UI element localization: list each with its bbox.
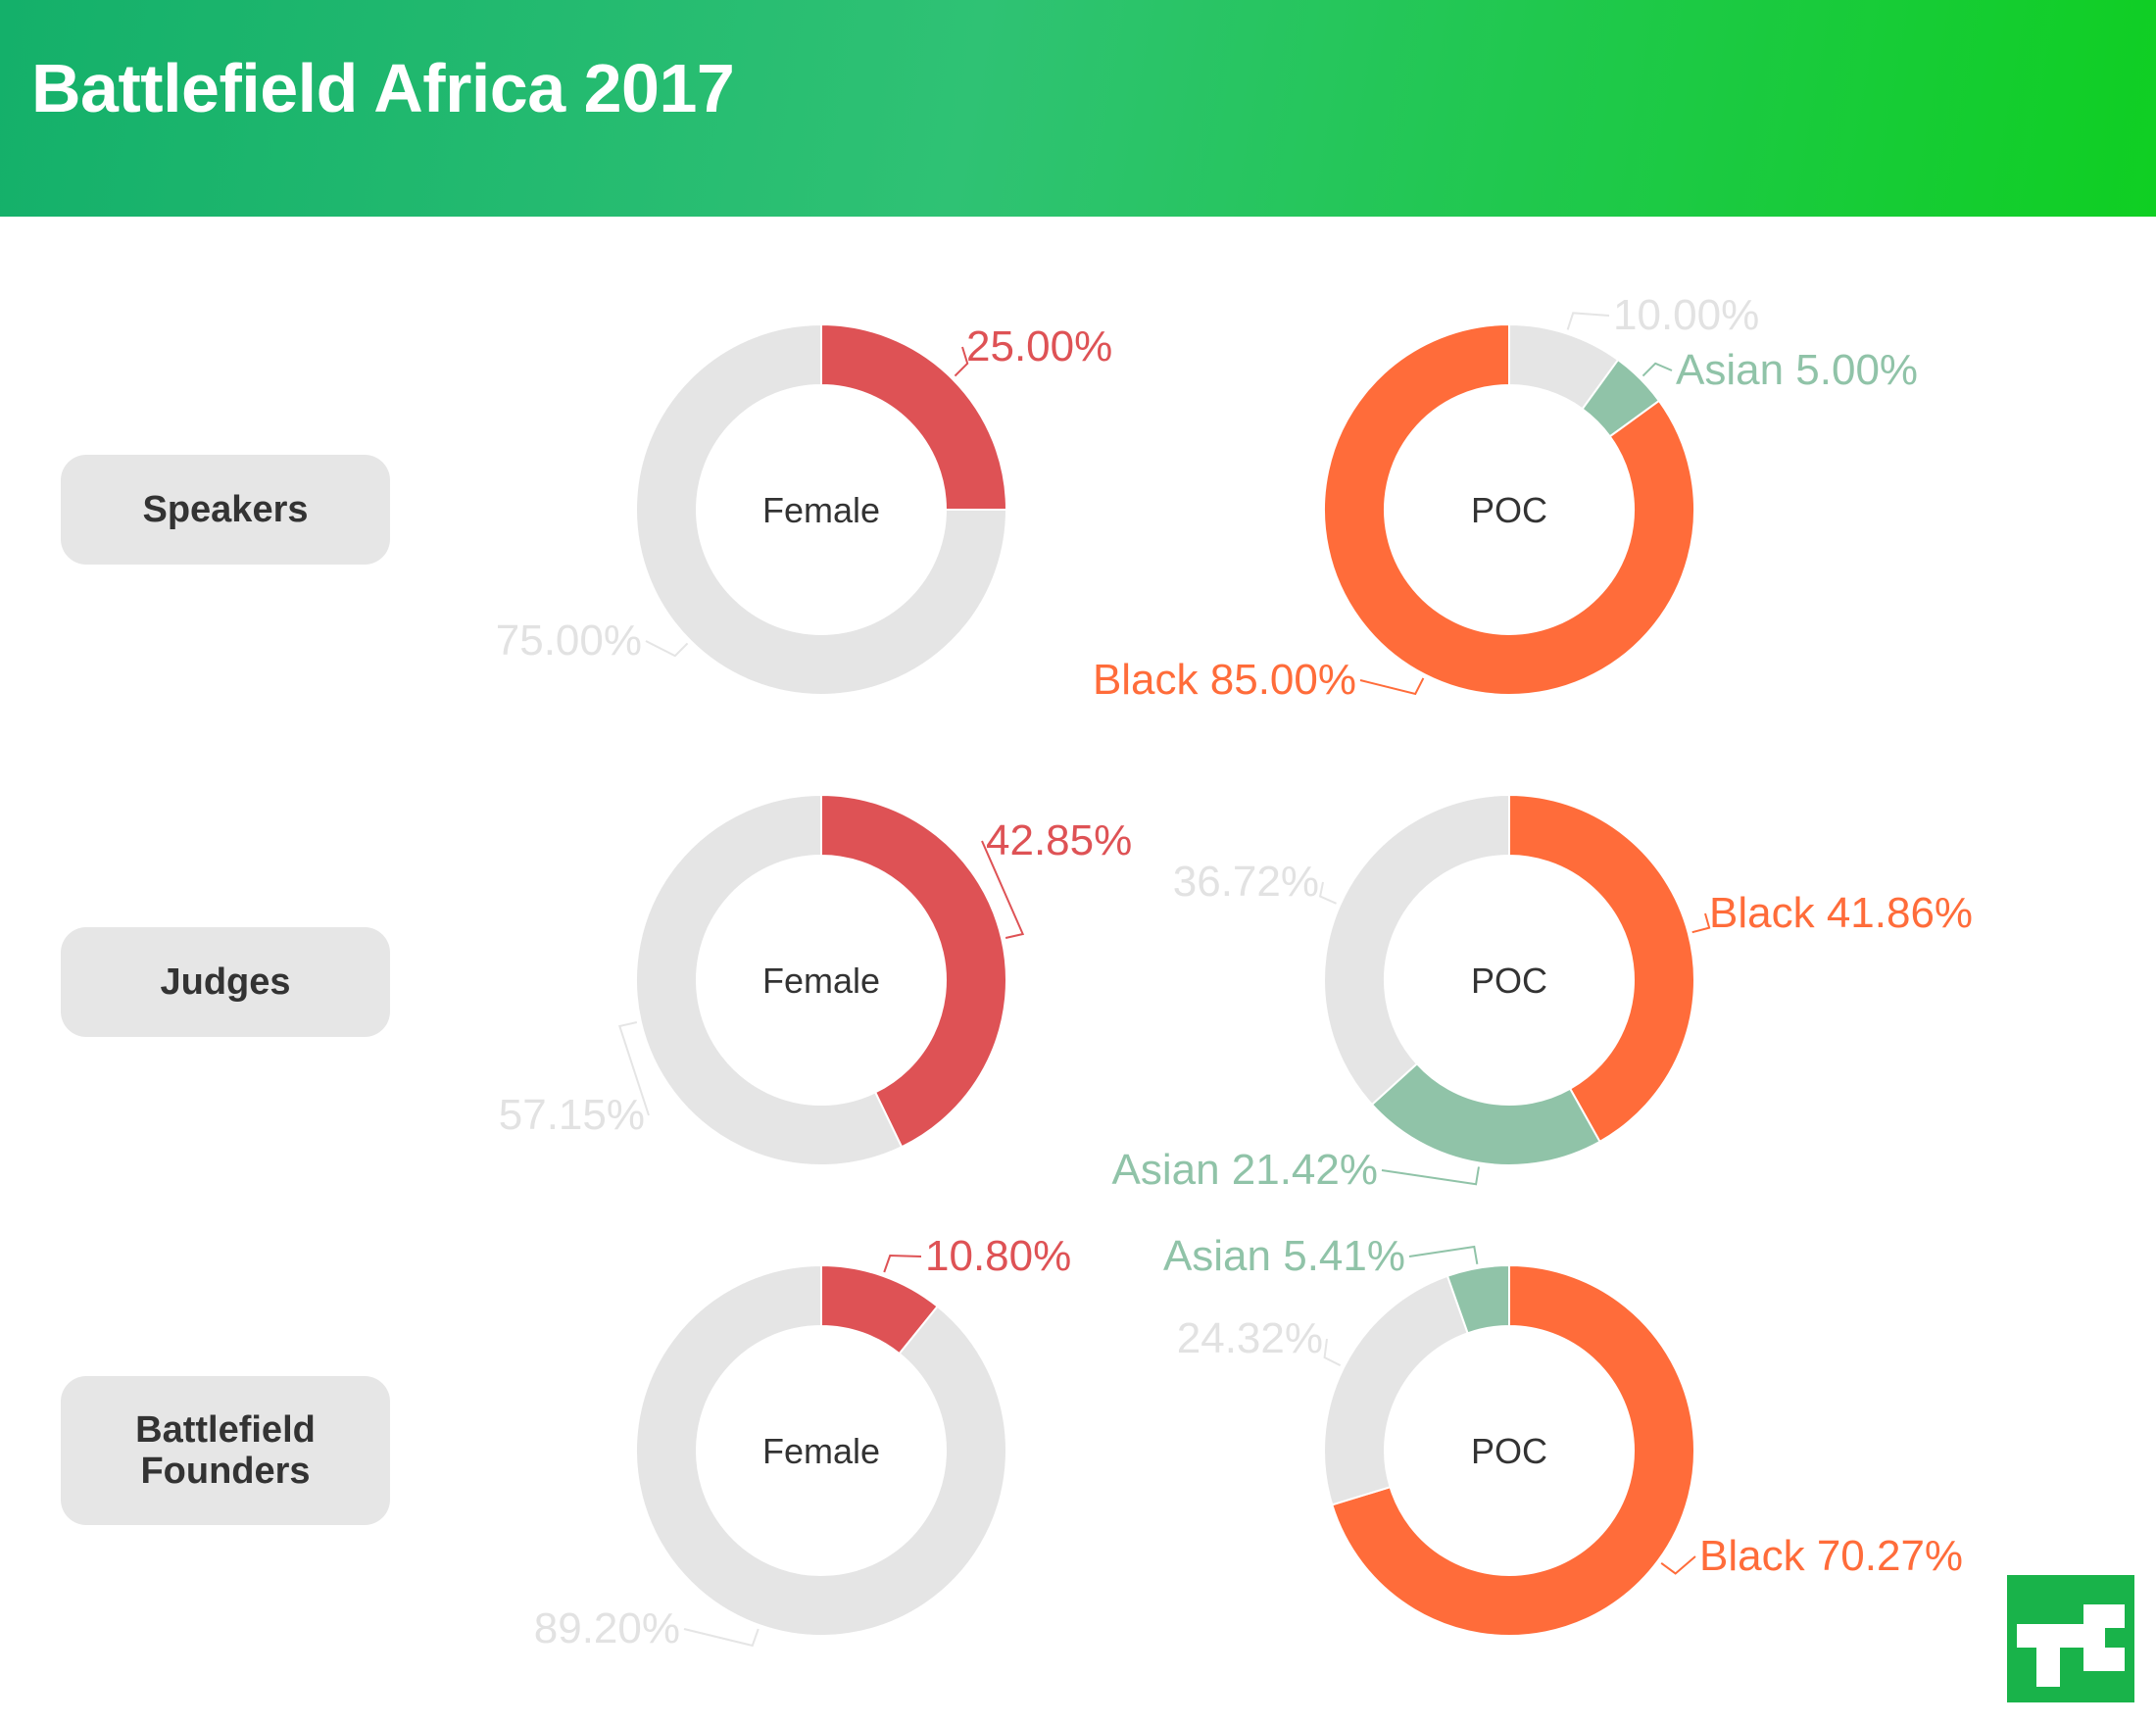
data-label-black: Black 41.86%: [1709, 889, 1973, 937]
leader-line-other: [645, 640, 689, 658]
data-label-asian: Asian 21.42%: [1111, 1146, 1378, 1194]
leader-line-other: [1566, 312, 1610, 330]
data-label-other: 75.00%: [496, 616, 642, 665]
slice-other: [635, 1263, 1007, 1637]
data-label-asian: Asian 5.00%: [1676, 346, 1918, 394]
slice-asian: [1370, 1061, 1601, 1166]
techcrunch-logo: [2007, 1575, 2134, 1702]
leader-line-other: [1323, 1338, 1342, 1367]
row-label-battlefield-founders: Battlefield Founders: [61, 1376, 390, 1525]
donut-speakers-poc: 10.00% Asian 5.00% Black 85.00% POC: [1093, 291, 1918, 704]
donut-battlefield-founders-female: 10.80% 89.20% Female: [534, 1232, 1071, 1652]
data-label-female: 25.00%: [966, 322, 1112, 370]
leader-line-asian: [1642, 362, 1673, 377]
slice-other: [1323, 1274, 1469, 1506]
donut-center-label: POC: [1471, 961, 1547, 1001]
slice-black: [1331, 1263, 1696, 1637]
data-label-other: 89.20%: [534, 1604, 680, 1652]
leader-line-black: [1691, 912, 1711, 934]
donut-center-label: Female: [762, 490, 880, 530]
slice-black: [1323, 322, 1695, 696]
donut-judges-female: 42.85% 57.15% Female: [499, 793, 1132, 1166]
header-banner: Battlefield Africa 2017: [0, 0, 2156, 217]
slice-female: [820, 793, 1007, 1149]
slice-black: [1508, 793, 1695, 1144]
data-label-other: 24.32%: [1177, 1314, 1323, 1362]
slice-asian: [1446, 1263, 1510, 1335]
donut-center-label: POC: [1471, 490, 1547, 530]
leader-line-other: [618, 1021, 650, 1116]
donut-judges-poc: Black 41.86% Asian 21.42% 36.72% POC: [1111, 793, 1973, 1194]
data-label-black: Black 85.00%: [1093, 656, 1356, 704]
leader-line-black: [1660, 1555, 1696, 1575]
donut-center-label: Female: [762, 1431, 880, 1471]
data-label-black: Black 70.27%: [1699, 1532, 1963, 1580]
slice-other: [635, 793, 904, 1166]
leader-line-other: [683, 1628, 760, 1648]
row-label-speakers: Speakers: [61, 455, 390, 565]
donut-center-label: Female: [762, 961, 880, 1001]
leader-line-black: [1359, 677, 1425, 696]
leader-line-female: [981, 840, 1025, 939]
slice-other: [1323, 793, 1510, 1107]
data-label-other: 10.00%: [1613, 291, 1759, 339]
data-label-other: 57.15%: [499, 1091, 645, 1139]
slice-other: [635, 322, 1008, 696]
donut-speakers-female: 25.00% 75.00% Female: [496, 322, 1112, 696]
leader-line-other: [1318, 881, 1337, 905]
data-label-other: 36.72%: [1173, 858, 1319, 906]
leader-line-female: [883, 1255, 922, 1273]
leader-line-asian: [1408, 1245, 1479, 1264]
donut-center-label: POC: [1471, 1431, 1547, 1471]
data-label-female: 42.85%: [986, 816, 1132, 864]
data-label-asian: Asian 5.41%: [1163, 1232, 1405, 1280]
row-label-judges: Judges: [61, 927, 390, 1037]
leader-line-female: [954, 346, 969, 377]
page-title: Battlefield Africa 2017: [31, 50, 735, 126]
donut-battlefield-founders-poc: Black 70.27% 24.32% Asian 5.41% POC: [1163, 1232, 1963, 1637]
leader-line-asian: [1381, 1166, 1480, 1186]
data-label-female: 10.80%: [925, 1232, 1071, 1280]
